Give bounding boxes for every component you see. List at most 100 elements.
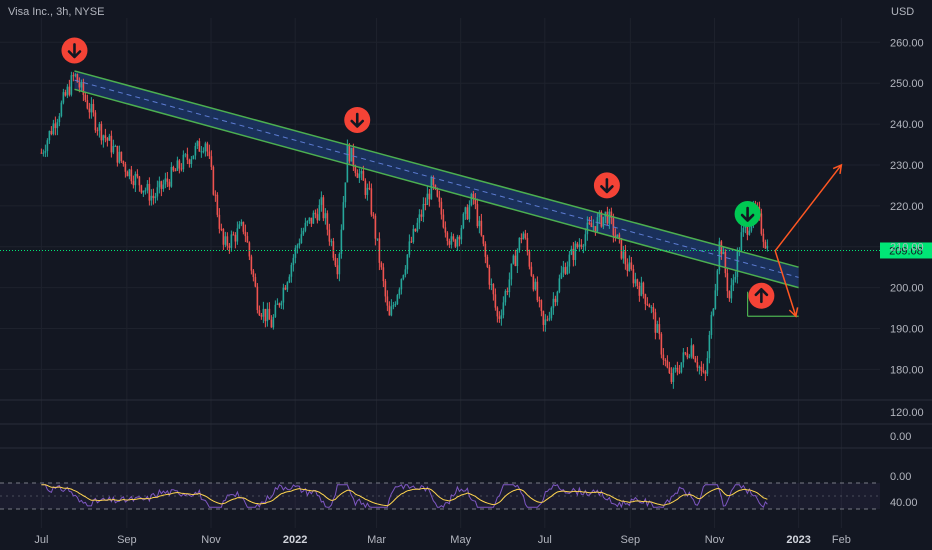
candle-body: [572, 248, 575, 260]
candle-body: [282, 287, 285, 303]
candle-body: [274, 304, 277, 317]
y-tick-label: 260.00: [890, 37, 924, 49]
candle-body: [762, 233, 765, 242]
candle-body: [326, 213, 329, 230]
arrow-down-icon: [734, 201, 761, 228]
candle-body: [358, 173, 361, 178]
candle-body: [186, 154, 189, 160]
candle-body: [462, 213, 465, 229]
candle-body: [278, 303, 281, 306]
candle-body: [602, 216, 605, 227]
candle-body: [312, 212, 315, 224]
candle-body: [262, 308, 265, 317]
candle-body: [124, 164, 127, 172]
candle-body: [252, 270, 255, 278]
candle-body: [82, 81, 85, 95]
candle-body: [164, 178, 167, 185]
candle-body: [156, 187, 159, 197]
candle-body: [640, 282, 643, 296]
candle-body: [614, 235, 617, 238]
candle-body: [70, 75, 73, 95]
candle-body: [400, 279, 403, 290]
candle-body: [418, 214, 421, 223]
candle-body: [168, 181, 171, 187]
x-tick-label: May: [450, 534, 471, 546]
candle-body: [222, 229, 225, 245]
candle-body: [688, 356, 691, 358]
candle-body: [512, 255, 515, 264]
candle-body: [232, 234, 235, 236]
candle-body: [374, 215, 377, 239]
candle-body: [574, 243, 577, 260]
trend-channel: [74, 70, 799, 288]
candle-body: [434, 185, 437, 189]
candle-body: [760, 213, 763, 234]
y-tick-label: 210.00: [890, 242, 924, 254]
candle-body: [220, 228, 223, 230]
candle-body: [138, 176, 141, 186]
candle-body: [486, 256, 489, 267]
projection-up-arrow: [774, 164, 842, 252]
candle-body: [196, 141, 199, 147]
candle-body: [660, 333, 663, 355]
candle-body: [362, 171, 365, 181]
rsi-line: [41, 484, 768, 509]
candle-body: [704, 371, 707, 374]
candle-body: [254, 277, 257, 287]
current-price-tag: [880, 242, 932, 259]
candle-body: [620, 238, 623, 259]
candle-body: [504, 291, 507, 303]
candle-body: [764, 241, 767, 249]
candle-body: [60, 102, 63, 117]
candle-body: [298, 243, 301, 246]
candle-body: [586, 222, 589, 235]
candle-body: [514, 255, 517, 267]
candle-body: [214, 194, 217, 196]
candle-body: [100, 123, 103, 141]
candle-body: [544, 319, 547, 325]
candle-body: [392, 305, 395, 307]
candle-body: [590, 223, 593, 227]
candle-body: [420, 214, 423, 217]
candle-body: [720, 241, 723, 255]
axes: 260.00 250.00 240.00 230.00 220.00 210.00 200.…: [34, 37, 923, 546]
candle-body: [224, 236, 227, 245]
candle-body: [598, 211, 601, 218]
x-tick-label: Nov: [201, 534, 221, 546]
x-tick-label: 2023: [786, 534, 810, 546]
candle-body: [368, 187, 371, 189]
candle-body: [182, 154, 185, 170]
candle-body: [448, 240, 451, 245]
candle-body: [310, 217, 313, 224]
candle-body: [728, 291, 731, 299]
candle-body: [226, 236, 229, 246]
candle-body: [78, 82, 81, 88]
candle-body: [628, 262, 631, 272]
candle-body: [46, 140, 49, 152]
candle-body: [566, 266, 569, 274]
candle-body: [578, 244, 581, 248]
candle-body: [500, 315, 503, 319]
candle-body: [488, 266, 491, 285]
candle-body: [734, 276, 737, 280]
candle-body: [642, 282, 645, 295]
candle-body: [584, 234, 587, 246]
candle-body: [618, 234, 621, 239]
candle-body: [588, 222, 591, 224]
y-tick-label: 190.00: [890, 323, 924, 335]
candle-body: [710, 314, 713, 336]
arrow-up-icon: [748, 282, 775, 309]
candle-body: [50, 131, 53, 135]
candle-body: [478, 220, 481, 227]
candle-body: [288, 276, 291, 283]
candle-body: [616, 234, 619, 238]
candle-body: [390, 306, 393, 316]
candle-body: [404, 269, 407, 275]
candle-body: [408, 241, 411, 255]
candle-body: [596, 217, 599, 232]
channel-midline: [74, 79, 799, 278]
candle-body: [104, 135, 107, 138]
candle-body: [238, 224, 241, 229]
candle-body: [184, 154, 187, 156]
